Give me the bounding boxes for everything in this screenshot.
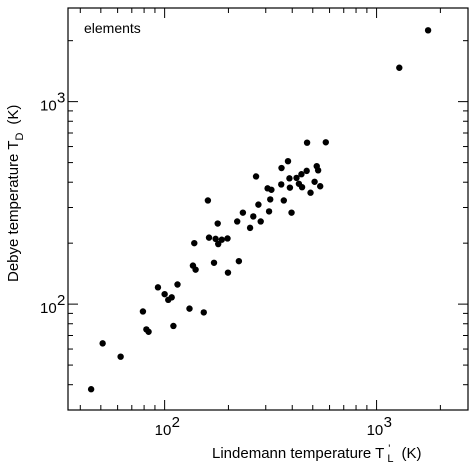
x-axis-title-subscript: L: [387, 453, 393, 465]
data-point: [235, 257, 243, 265]
data-point: [234, 218, 241, 225]
data-point: [286, 175, 293, 182]
y-axis-title-unit: (K): [5, 105, 22, 125]
y-tick-label-exponent: 2: [57, 292, 65, 309]
data-point: [117, 353, 124, 360]
data-point: [210, 259, 218, 266]
data-point: [99, 340, 106, 347]
data-point: [250, 213, 257, 220]
x-tick-label-exponent: 3: [384, 414, 392, 431]
data-point: [286, 184, 294, 191]
data-point: [186, 305, 193, 312]
data-point: [224, 269, 232, 276]
data-point: [170, 322, 177, 330]
data-point: [322, 139, 329, 146]
data-point: [161, 290, 168, 298]
data-point: [215, 240, 222, 248]
data-point: [87, 386, 95, 393]
data-point: [303, 139, 311, 146]
data-point: [278, 181, 285, 188]
data-point: [257, 218, 264, 225]
data-point: [280, 197, 288, 204]
data-point: [239, 209, 247, 216]
data-point: [293, 174, 300, 182]
data-point: [268, 186, 275, 193]
data-point: [218, 236, 225, 243]
data-point: [265, 208, 273, 215]
data-point: [212, 235, 219, 243]
data-point: [288, 209, 295, 216]
x-axis-title: Lindemann temperature T ' L (K): [212, 443, 421, 465]
y-tick-label: 10: [40, 98, 57, 115]
y-tick-label-exponent: 3: [57, 90, 65, 107]
x-tick-label-exponent: 2: [172, 414, 180, 431]
data-point: [200, 309, 207, 316]
x-axis-title-unit: (K): [401, 445, 421, 462]
x-tick-label: 10: [155, 422, 172, 439]
data-point: [316, 183, 324, 190]
data-point: [204, 197, 212, 204]
axis-ticks: [68, 8, 468, 411]
data-points: [87, 27, 432, 393]
data-point: [168, 294, 175, 301]
data-point: [214, 220, 221, 227]
data-point: [278, 164, 285, 172]
data-point: [255, 201, 262, 208]
data-point: [224, 235, 231, 242]
data-point: [252, 173, 260, 180]
data-point: [267, 196, 274, 203]
data-point: [154, 284, 162, 291]
data-point: [145, 328, 152, 335]
x-tick-label: 10: [367, 422, 384, 439]
data-point: [284, 157, 292, 165]
data-point: [314, 167, 322, 174]
y-axis-title-subscript: D: [14, 133, 26, 141]
data-point: [396, 64, 403, 71]
data-point: [205, 234, 213, 241]
data-point: [192, 266, 199, 273]
y-tick-label: 10: [40, 300, 57, 317]
data-point: [174, 281, 181, 288]
data-point: [307, 189, 314, 196]
annotation-elements: elements: [84, 20, 141, 36]
plot-frame: [67, 7, 469, 411]
data-point: [246, 224, 254, 232]
data-point: [311, 178, 318, 185]
data-point: [303, 167, 310, 175]
x-axis-title-prime: ': [388, 443, 390, 455]
y-axis-title: Debye temperature TD(K): [5, 105, 26, 282]
data-point: [139, 308, 147, 315]
data-point: [298, 183, 306, 191]
data-point: [191, 239, 198, 247]
data-point: [298, 171, 305, 178]
data-point: [424, 27, 432, 34]
